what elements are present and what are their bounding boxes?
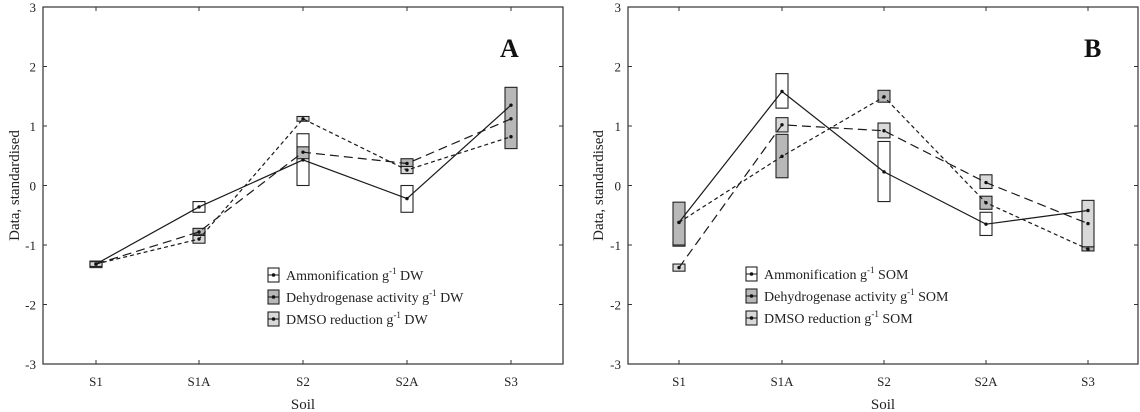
y-tick-label: -3: [25, 357, 36, 372]
x-tick-label: S3: [1081, 374, 1095, 389]
y-tick-label: -2: [25, 298, 36, 313]
data-point: [984, 201, 988, 205]
data-point: [1086, 208, 1090, 213]
panel-b-chart: 3 2 1 0 -1 -2 -3 Data, standardised S1 S1A S2 S2A S3…: [591, 0, 1139, 412]
data-point: [882, 129, 886, 133]
y-axis-label: Data, standardised: [591, 130, 607, 241]
data-point: [509, 135, 513, 139]
legend-point: [749, 316, 754, 320]
y-tick-label: 2: [30, 60, 37, 75]
data-point: [301, 158, 305, 162]
y-tick-label: -3: [610, 357, 621, 372]
x-tick-label: S2: [296, 374, 310, 389]
x-axis-label: Soil: [291, 397, 315, 412]
legend-label: Ammonification g-1 SOM: [764, 265, 909, 283]
data-point: [984, 222, 988, 226]
series-line: [678, 124, 1089, 268]
data-point: [405, 196, 409, 201]
y-axis-label: Data, standardised: [7, 130, 23, 241]
x-tick-label: S1: [89, 374, 103, 389]
y-tick-label: 0: [615, 179, 622, 194]
data-point: [405, 161, 409, 166]
x-tick-label: S3: [504, 374, 518, 389]
data-point: [882, 95, 886, 99]
data-point: [984, 180, 988, 185]
data-point: [405, 168, 409, 172]
data-point: [780, 89, 784, 94]
data-point: [301, 150, 305, 154]
legend-label: DMSO reduction g-1 SOM: [764, 309, 913, 327]
x-tick-label: S2: [877, 374, 891, 389]
legend-label: DMSO reduction g-1 DW: [286, 310, 428, 328]
y-tick-label: 2: [615, 60, 622, 75]
x-tick-label: S2A: [974, 374, 998, 389]
y-tick-label: -1: [610, 238, 621, 253]
panel-label: A: [500, 34, 519, 63]
data-point: [301, 117, 305, 121]
x-tick-label: S1A: [187, 374, 211, 389]
legend-label: Dehydrogenase activity g-1 DW: [286, 288, 464, 306]
legend-point: [271, 295, 276, 299]
data-point: [197, 205, 201, 209]
legend-point: [271, 317, 276, 321]
legend-point: [749, 294, 754, 298]
legend-label: Ammonification g-1 DW: [286, 266, 424, 284]
data-point: [677, 265, 681, 270]
x-tick-label: S2A: [395, 374, 419, 389]
data-point: [1086, 247, 1090, 251]
panel-label: B: [1084, 34, 1101, 63]
y-tick-label: -2: [610, 298, 621, 313]
y-tick-label: 0: [30, 179, 37, 194]
legend-label: Dehydrogenase activity g-1 SOM: [764, 287, 949, 305]
data-point: [509, 117, 513, 121]
x-axis-label: Soil: [871, 397, 895, 412]
data-point: [677, 220, 681, 225]
data-point: [509, 103, 513, 107]
data-point: [1086, 221, 1090, 226]
y-tick-label: 3: [615, 0, 622, 15]
x-tick-label: S1: [672, 374, 686, 389]
y-tick-label: -1: [25, 238, 36, 253]
y-tick-label: 3: [30, 0, 37, 15]
data-point: [197, 230, 201, 234]
data-point: [780, 154, 784, 159]
y-tick-label: 1: [615, 119, 622, 134]
data-point: [780, 123, 784, 127]
data-point: [94, 262, 98, 266]
x-tick-label: S1A: [770, 374, 794, 389]
y-tick-label: 1: [30, 119, 37, 134]
data-point: [197, 237, 201, 241]
series-line: [95, 118, 512, 265]
legend-point: [749, 272, 754, 276]
panel-a-chart: 3 2 1 0 -1 -2 -3 Data, standardised S1 S1A S2 S2A S3…: [7, 0, 564, 412]
data-point: [882, 170, 886, 174]
legend-point: [271, 273, 276, 277]
